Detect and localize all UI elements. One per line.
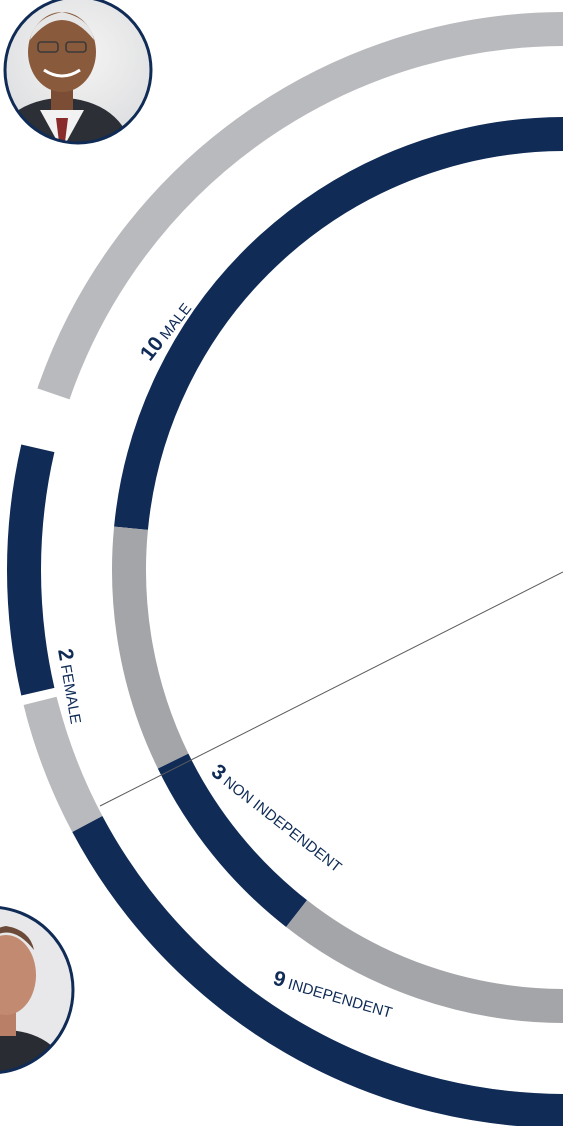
independent-label-text: INDEPENDENT (286, 976, 394, 1022)
outer-gap-arc (23, 696, 103, 832)
inner-gray-arc-lower (286, 900, 563, 1023)
independent-label-value: 9 (271, 967, 289, 992)
female-segment (7, 444, 55, 696)
outer-track-arc (37, 12, 563, 400)
female-label-value: 2 (53, 647, 78, 663)
non-independent-segment (157, 753, 308, 927)
portrait-top (3, 0, 153, 145)
portrait-bottom (0, 906, 75, 1074)
leader-line (99, 571, 563, 807)
independent-segment (72, 815, 563, 1128)
male-segment (114, 117, 563, 530)
inner-gray-arc (112, 526, 189, 769)
